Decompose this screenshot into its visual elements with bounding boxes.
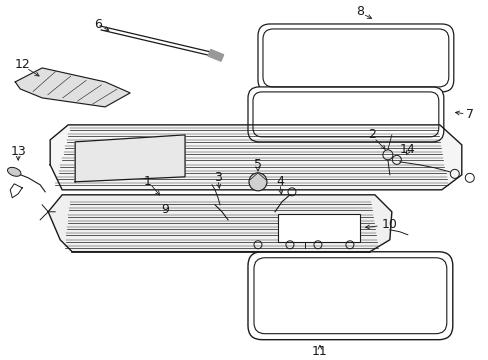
Text: 1: 1 bbox=[144, 175, 152, 188]
FancyBboxPatch shape bbox=[258, 24, 453, 92]
Text: 3: 3 bbox=[214, 171, 222, 184]
FancyBboxPatch shape bbox=[247, 87, 443, 142]
Polygon shape bbox=[50, 125, 461, 190]
Text: 6: 6 bbox=[94, 18, 102, 31]
Ellipse shape bbox=[7, 167, 21, 176]
Bar bbox=[207, 49, 223, 61]
Text: 9: 9 bbox=[161, 203, 169, 216]
Text: 8: 8 bbox=[355, 5, 363, 18]
Circle shape bbox=[248, 173, 266, 191]
Text: 7: 7 bbox=[465, 108, 473, 121]
Text: 14: 14 bbox=[399, 143, 415, 156]
Text: 11: 11 bbox=[311, 345, 327, 358]
Polygon shape bbox=[75, 135, 184, 182]
Bar bbox=[277, 214, 359, 242]
Text: 10: 10 bbox=[381, 218, 397, 231]
Polygon shape bbox=[48, 195, 391, 252]
Text: 4: 4 bbox=[275, 175, 284, 188]
FancyBboxPatch shape bbox=[247, 252, 452, 340]
Text: 2: 2 bbox=[367, 129, 375, 141]
Text: 13: 13 bbox=[10, 145, 26, 158]
Text: 12: 12 bbox=[14, 58, 30, 71]
Polygon shape bbox=[15, 68, 130, 107]
Text: 5: 5 bbox=[253, 158, 262, 171]
